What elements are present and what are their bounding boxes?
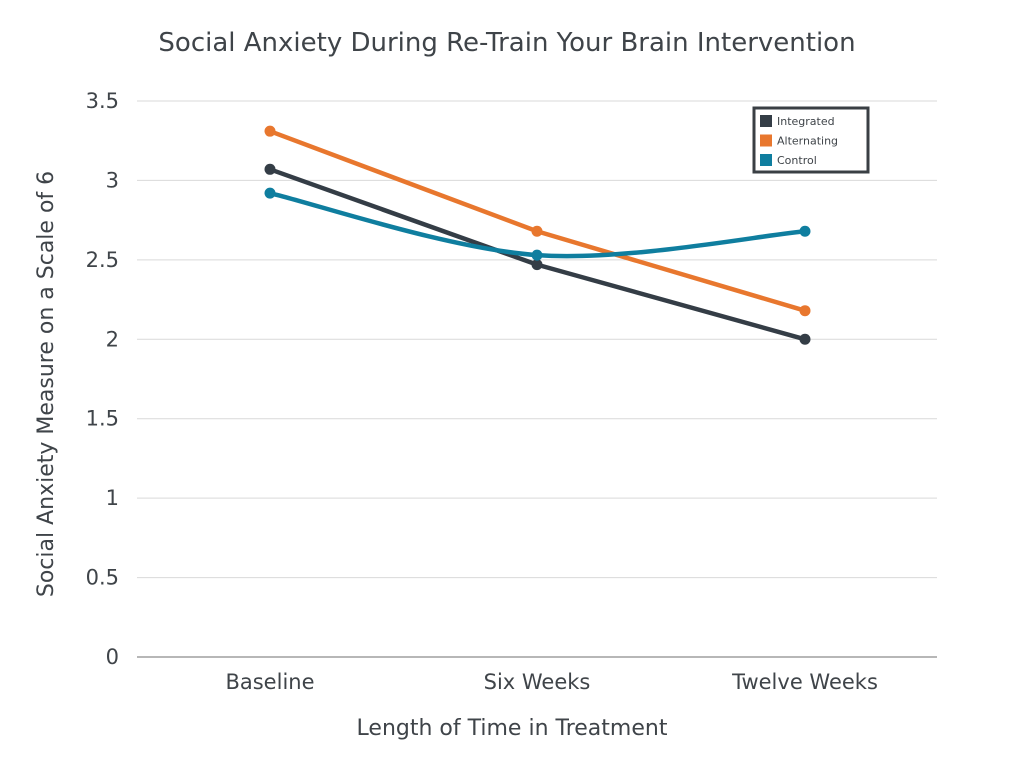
y-tick-label: 2.5 (86, 248, 119, 272)
series-line-alternating (267, 128, 808, 313)
y-tick-label: 1 (106, 486, 119, 510)
y-tick-label: 0.5 (86, 566, 119, 590)
y-tick-label: 0 (106, 645, 119, 669)
legend-label: Alternating (777, 135, 838, 148)
y-tick-label: 3 (106, 168, 119, 192)
y-tick-label: 1.5 (86, 407, 119, 431)
data-point-control-0 (264, 187, 276, 199)
data-point-integrated-2 (799, 333, 811, 345)
x-tick-label: Twelve Weeks (731, 670, 878, 694)
chart-title: Social Anxiety During Re-Train Your Brai… (158, 28, 855, 58)
data-point-integrated-1 (531, 259, 543, 271)
data-point-control-2 (799, 225, 811, 237)
x-tick-label: Baseline (225, 670, 314, 694)
y-axis-label: Social Anxiety Measure on a Scale of 6 (34, 171, 59, 597)
x-axis-label: Length of Time in Treatment (357, 716, 668, 741)
y-tick-label: 2 (106, 327, 119, 351)
legend-swatch-alternating (760, 134, 772, 147)
y-tick-label: 3.5 (86, 89, 119, 113)
data-point-control-1 (531, 249, 543, 261)
data-point-integrated-0 (264, 163, 276, 175)
legend-box (752, 106, 870, 174)
legend-label: Integrated (777, 115, 835, 128)
x-tick-label: Six Weeks (484, 670, 591, 694)
legend-swatch-control (760, 154, 772, 166)
data-point-alternating-1 (531, 225, 543, 237)
legend-label: Control (777, 154, 817, 167)
data-point-alternating-2 (799, 305, 811, 317)
legend-swatch-integrated (760, 115, 772, 127)
data-point-alternating-0 (264, 125, 276, 137)
series-line-control (267, 190, 808, 259)
